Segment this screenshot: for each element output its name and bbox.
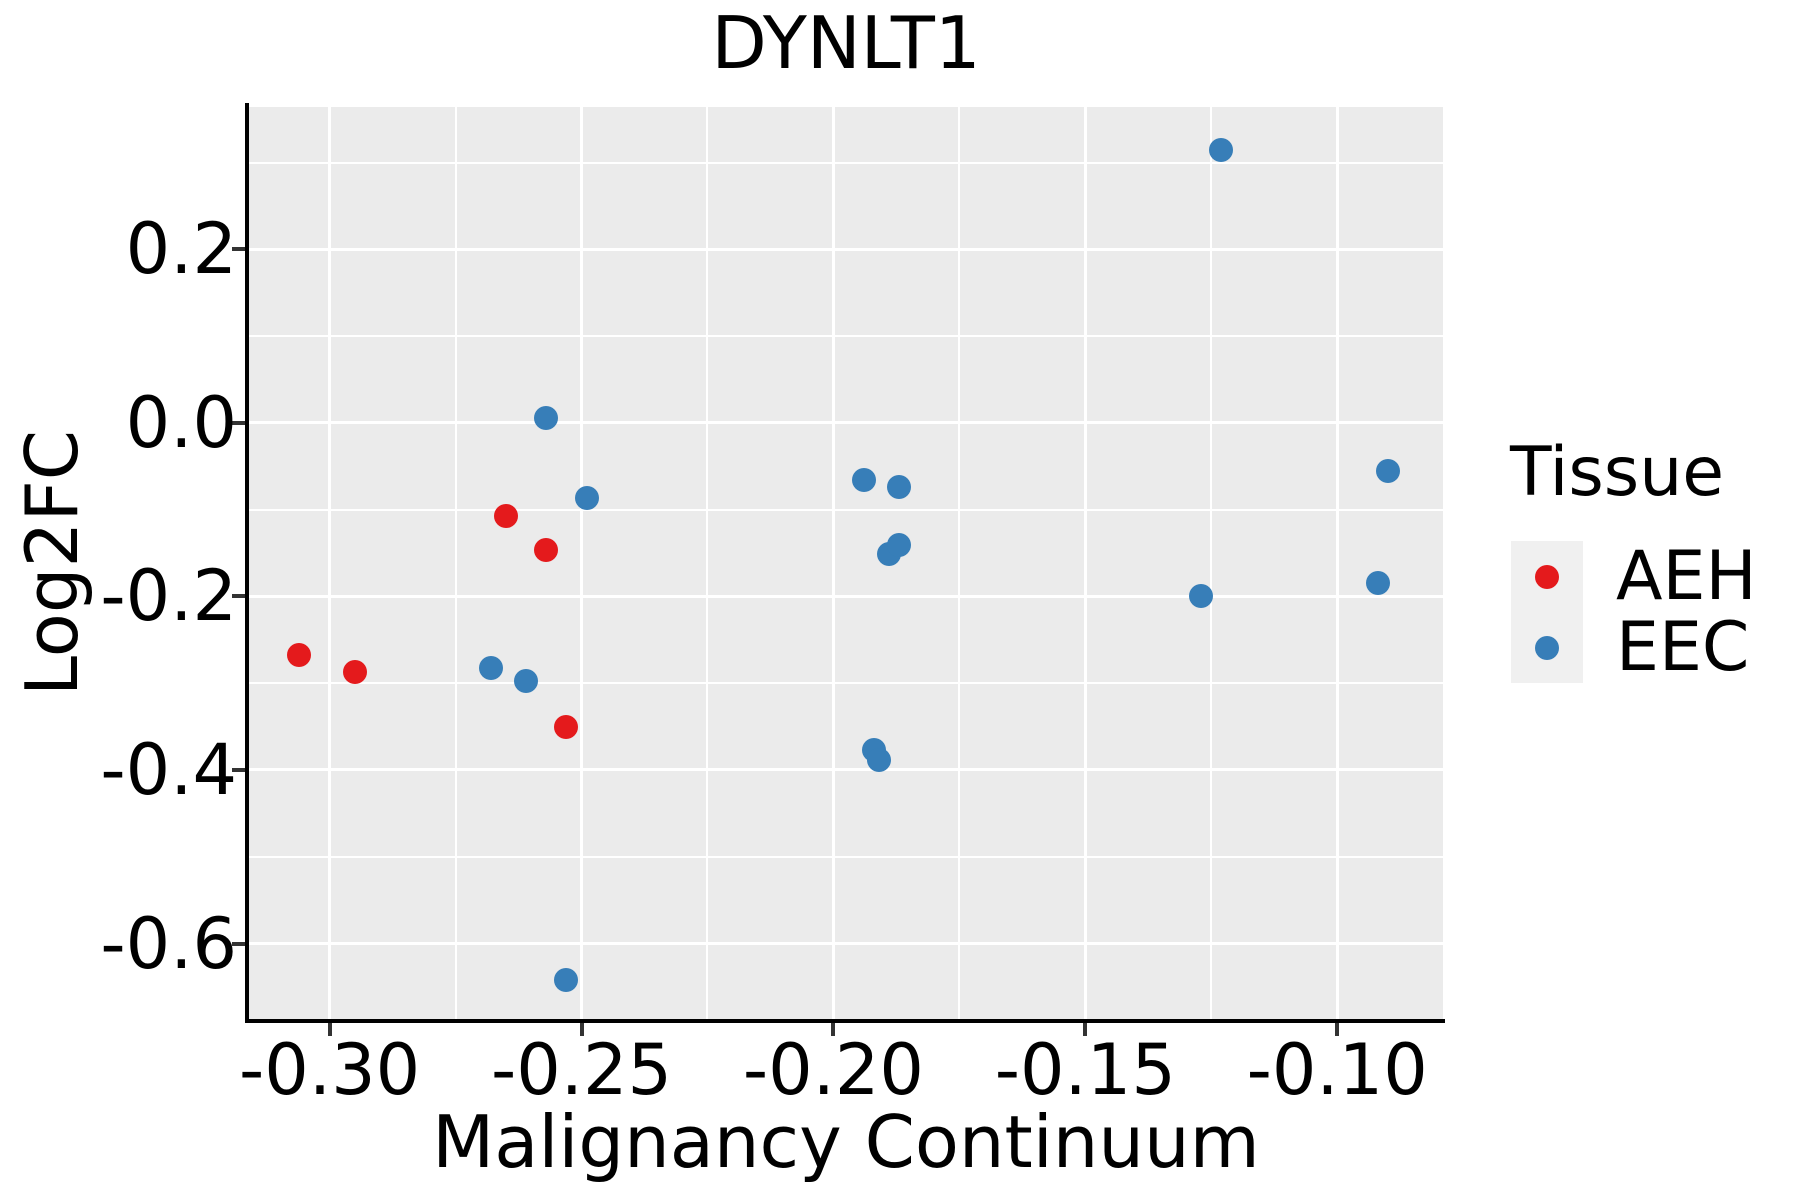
data-point-eec	[1209, 137, 1234, 162]
gridline-minor-y	[249, 508, 1443, 511]
y-tick-label: 0.2	[125, 208, 237, 291]
gridline-major-x	[328, 107, 332, 1019]
data-point-eec	[866, 748, 891, 773]
gridline-major-x	[831, 107, 835, 1019]
data-point-aeh	[342, 659, 367, 684]
data-point-eec	[554, 967, 579, 992]
x-axis-line	[245, 1019, 1445, 1023]
gridline-minor-x	[1210, 107, 1213, 1019]
data-point-eec	[1365, 570, 1390, 595]
gridline-minor-y	[249, 335, 1443, 338]
legend-title: Tissue	[1510, 433, 1725, 512]
legend-label-aeh: AEH	[1616, 537, 1757, 616]
gridline-major-y	[249, 421, 1443, 425]
x-tick-label: -0.25	[490, 1029, 673, 1111]
gridline-major-x	[580, 107, 583, 1019]
data-point-eec	[886, 533, 911, 558]
y-tick-mark	[232, 767, 245, 772]
y-tick-mark	[232, 420, 245, 425]
y-axis-title: Log2FC	[10, 429, 94, 697]
x-tick-label: -0.30	[239, 1029, 421, 1111]
x-tick-mark	[831, 1023, 836, 1036]
legend-key-eec	[1511, 612, 1583, 683]
gridline-major-x	[1335, 107, 1339, 1019]
legend-swatch-icon	[1535, 636, 1559, 660]
data-point-eec	[534, 405, 559, 430]
data-point-eec	[1189, 584, 1214, 609]
y-tick-mark	[232, 594, 245, 599]
x-tick-mark	[1335, 1023, 1340, 1036]
data-point-eec	[574, 486, 599, 511]
x-tick-label: -0.10	[1246, 1029, 1428, 1111]
gridline-minor-x	[706, 107, 709, 1019]
gridline-major-x	[1083, 107, 1087, 1019]
gridline-major-y	[249, 768, 1443, 772]
data-point-eec	[514, 668, 539, 693]
legend-key-aeh	[1511, 541, 1583, 612]
x-tick-mark	[327, 1023, 332, 1036]
y-axis-line	[245, 103, 249, 1023]
x-axis-title: Malignancy Continuum	[432, 1100, 1260, 1184]
legend-label-eec: EEC	[1616, 608, 1750, 687]
data-point-eec	[478, 655, 503, 680]
gridline-minor-x	[958, 107, 961, 1019]
gridline-minor-y	[249, 855, 1443, 858]
data-point-aeh	[287, 642, 312, 667]
y-tick-mark	[232, 247, 245, 252]
x-tick-label: -0.15	[994, 1029, 1176, 1111]
y-tick-label: 0.0	[125, 381, 237, 464]
y-tick-label: -0.4	[100, 728, 237, 811]
x-tick-mark	[579, 1023, 584, 1036]
data-point-eec	[851, 468, 876, 493]
gridline-minor-y	[249, 682, 1443, 685]
y-tick-label: -0.6	[100, 902, 237, 985]
y-tick-mark	[232, 941, 245, 946]
legend-swatch-icon	[1535, 565, 1559, 589]
gridline-major-y	[249, 942, 1443, 945]
plot-title: DYNLT1	[711, 1, 981, 85]
y-tick-label: -0.2	[100, 555, 237, 638]
gridline-minor-y	[249, 161, 1443, 164]
data-point-aeh	[493, 503, 518, 528]
data-point-aeh	[554, 715, 579, 740]
gridline-major-y	[249, 594, 1443, 598]
gridline-major-y	[249, 247, 1443, 251]
data-point-aeh	[534, 538, 559, 563]
data-point-eec	[1375, 459, 1400, 484]
data-point-eec	[886, 475, 911, 500]
gridline-minor-x	[454, 107, 457, 1019]
plot-panel	[249, 107, 1443, 1019]
x-tick-mark	[1083, 1023, 1088, 1036]
x-tick-label: -0.20	[742, 1029, 924, 1111]
